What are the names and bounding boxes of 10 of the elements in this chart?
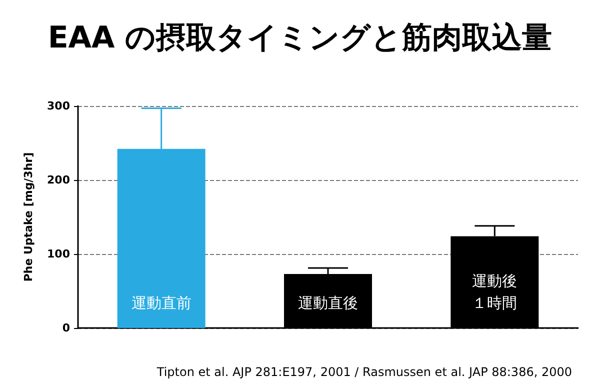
text: Tipton et al. AJP 281:E197, 2001 / Rasmussen et al. JAP 88:386, 2000	[156, 365, 572, 379]
y-tick-label: 200	[47, 174, 70, 186]
y-axis-title: Phe Uptake [mg/3hr]	[22, 152, 35, 282]
x-tick-label: 運動直前	[131, 294, 192, 312]
x-tick-label: 運動後１時間	[472, 272, 518, 312]
x-tick-label: 運動直後	[298, 294, 358, 312]
chart-title: EAA の摂取タイミングと筋肉取込量	[48, 20, 552, 56]
y-tick-label: 100	[47, 248, 70, 260]
y-tick-label: 300	[47, 100, 70, 112]
y-tick-label: 0	[62, 322, 70, 334]
